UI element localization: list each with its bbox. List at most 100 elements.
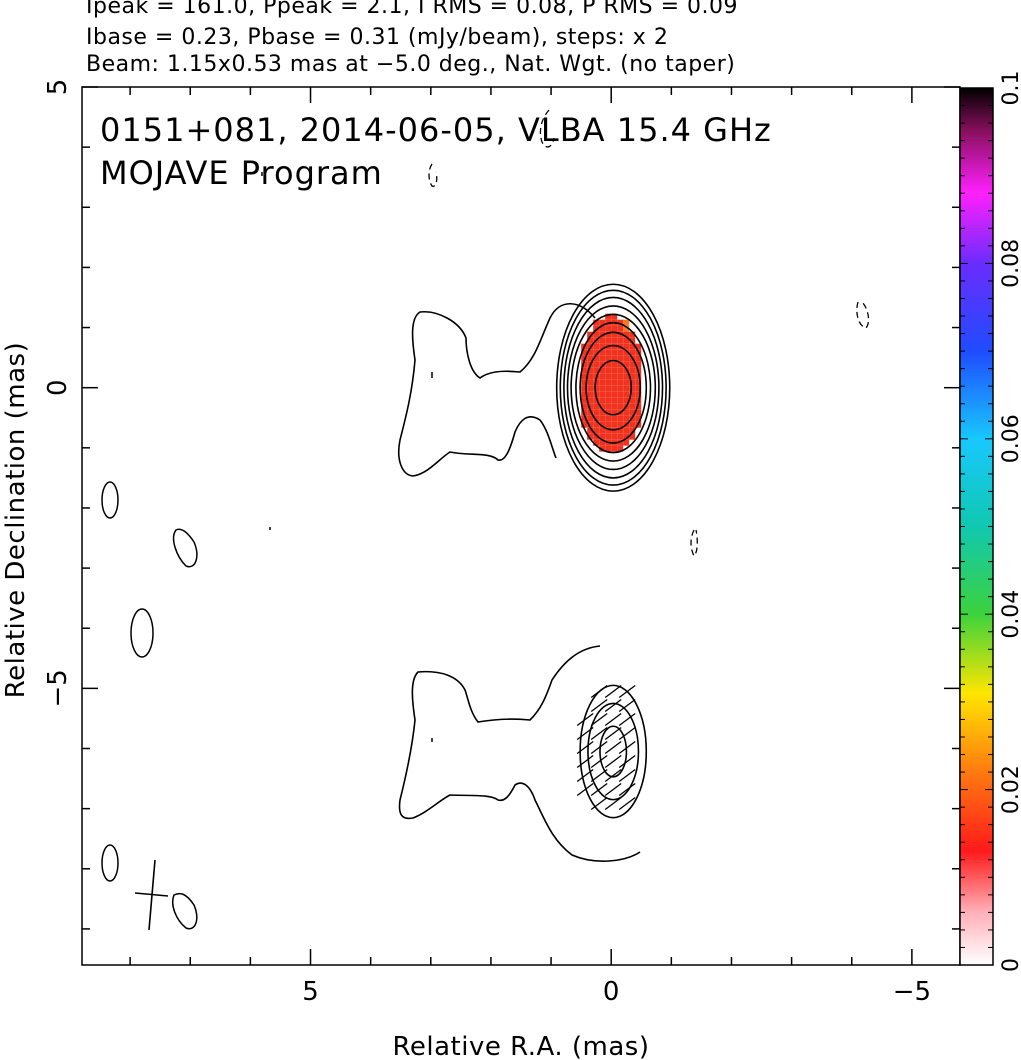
polarization-pixel bbox=[593, 385, 600, 392]
axis-ticks: 5 0 −5 5 0 −5 bbox=[43, 79, 960, 1007]
polarization-pixel bbox=[611, 391, 618, 398]
polarization-pixel bbox=[593, 361, 600, 368]
evpa-vector bbox=[604, 740, 622, 755]
polarization-pixel bbox=[635, 379, 642, 386]
polarization-pixel bbox=[587, 349, 594, 356]
evpa-vector bbox=[576, 740, 594, 755]
evpa-vector bbox=[576, 782, 594, 797]
polarization-pixel bbox=[581, 361, 588, 368]
upper-contour bbox=[566, 305, 660, 471]
polarization-pixel bbox=[581, 379, 588, 386]
polarization-pixel bbox=[635, 355, 642, 362]
evpa-vector bbox=[590, 782, 608, 797]
y-axis-label: Relative Declination (mas) bbox=[1, 342, 31, 698]
y-tick-label: 5 bbox=[43, 79, 73, 96]
evpa-vector bbox=[618, 754, 636, 769]
polarization-pixel bbox=[599, 445, 606, 452]
polarization-pixel bbox=[617, 355, 624, 362]
polarization-pixel bbox=[623, 337, 630, 344]
polarization-pixel bbox=[623, 355, 630, 362]
polarization-pixel bbox=[629, 373, 636, 380]
upper-contour bbox=[563, 296, 664, 479]
noise-contour-1 bbox=[101, 481, 119, 519]
polarization-pixel bbox=[623, 319, 630, 326]
colorbar-tick-label: 0.08 bbox=[999, 239, 1021, 288]
evpa-vector bbox=[576, 726, 594, 741]
polarization-pixel bbox=[629, 379, 636, 386]
polarization-pixel bbox=[617, 397, 624, 404]
polarization-pixel bbox=[611, 385, 618, 392]
polarization-pixel bbox=[629, 343, 636, 350]
polarization-pixel bbox=[617, 391, 624, 398]
polarization-pixel bbox=[587, 337, 594, 344]
polarization-pixel bbox=[623, 385, 630, 392]
polarization-pixel bbox=[593, 421, 600, 428]
polarization-pixel bbox=[635, 391, 642, 398]
polarization-pixel bbox=[611, 367, 618, 374]
upper-contour bbox=[570, 313, 657, 462]
evpa-vectors bbox=[576, 684, 636, 811]
polarization-pixel bbox=[617, 373, 624, 380]
polarization-pixel bbox=[581, 391, 588, 398]
lower-jet-contour bbox=[398, 645, 641, 862]
polarization-pixel bbox=[617, 331, 624, 338]
polarization-pixel bbox=[593, 349, 600, 356]
polarization-pixel bbox=[617, 337, 624, 344]
polarization-pixel bbox=[593, 355, 600, 362]
polarization-pixel bbox=[599, 391, 606, 398]
polarization-pixel bbox=[587, 409, 594, 416]
polarization-pixel bbox=[635, 409, 642, 416]
polarization-pixel bbox=[587, 373, 594, 380]
polarization-pixel bbox=[605, 385, 612, 392]
polarization-pixel bbox=[635, 397, 642, 404]
polarization-core-fill bbox=[581, 313, 642, 452]
x-axis-label: Relative R.A. (mas) bbox=[393, 1032, 650, 1060]
upper-contour bbox=[594, 359, 633, 416]
polarization-pixel bbox=[593, 409, 600, 416]
upper-contour bbox=[555, 283, 671, 492]
polarization-pixel bbox=[611, 427, 618, 434]
negative-contour-1 bbox=[539, 109, 555, 148]
evpa-vector bbox=[590, 740, 608, 755]
noise-contour-4 bbox=[101, 844, 119, 882]
polarization-pixel bbox=[623, 325, 630, 332]
polarization-pixel bbox=[629, 349, 636, 356]
polarization-pixel bbox=[611, 361, 618, 368]
polarization-pixel bbox=[611, 433, 618, 440]
upper-jet-contour bbox=[397, 303, 596, 477]
polarization-pixel bbox=[587, 331, 594, 338]
polarization-pixel bbox=[623, 391, 630, 398]
polarization-pixel bbox=[581, 367, 588, 374]
polarization-pixel bbox=[623, 415, 630, 422]
polarization-pixel bbox=[593, 331, 600, 338]
polarization-pixel bbox=[635, 361, 642, 368]
polarization-pixel bbox=[629, 421, 636, 428]
polarization-pixel bbox=[599, 319, 606, 326]
polarization-pixel bbox=[629, 397, 636, 404]
evpa-vector bbox=[604, 782, 622, 797]
x-tick-label: 5 bbox=[302, 977, 319, 1007]
beam-cross bbox=[134, 859, 169, 931]
map-frame bbox=[81, 86, 961, 966]
polarization-pixel bbox=[617, 415, 624, 422]
evpa-vector bbox=[590, 768, 608, 783]
polarization-pixel bbox=[635, 415, 642, 422]
polarization-pixel bbox=[605, 331, 612, 338]
polarization-pixel bbox=[623, 439, 630, 446]
polarization-pixel bbox=[623, 397, 630, 404]
polarization-pixel bbox=[623, 349, 630, 356]
colorbar bbox=[959, 87, 994, 966]
polarization-pixel bbox=[593, 397, 600, 404]
polarization-pixel bbox=[599, 427, 606, 434]
colorbar-tick-label: 0.04 bbox=[999, 590, 1021, 639]
polarization-pixel bbox=[629, 427, 636, 434]
polarization-pixel bbox=[605, 445, 612, 452]
x-tick-label: 0 bbox=[603, 977, 620, 1007]
colorbar-tick-label: 0.02 bbox=[999, 765, 1021, 814]
polarization-pixel bbox=[629, 385, 636, 392]
evpa-vector bbox=[576, 712, 594, 727]
evpa-vector bbox=[618, 712, 636, 727]
polarization-pixel bbox=[587, 421, 594, 428]
polarization-pixel bbox=[617, 445, 624, 452]
